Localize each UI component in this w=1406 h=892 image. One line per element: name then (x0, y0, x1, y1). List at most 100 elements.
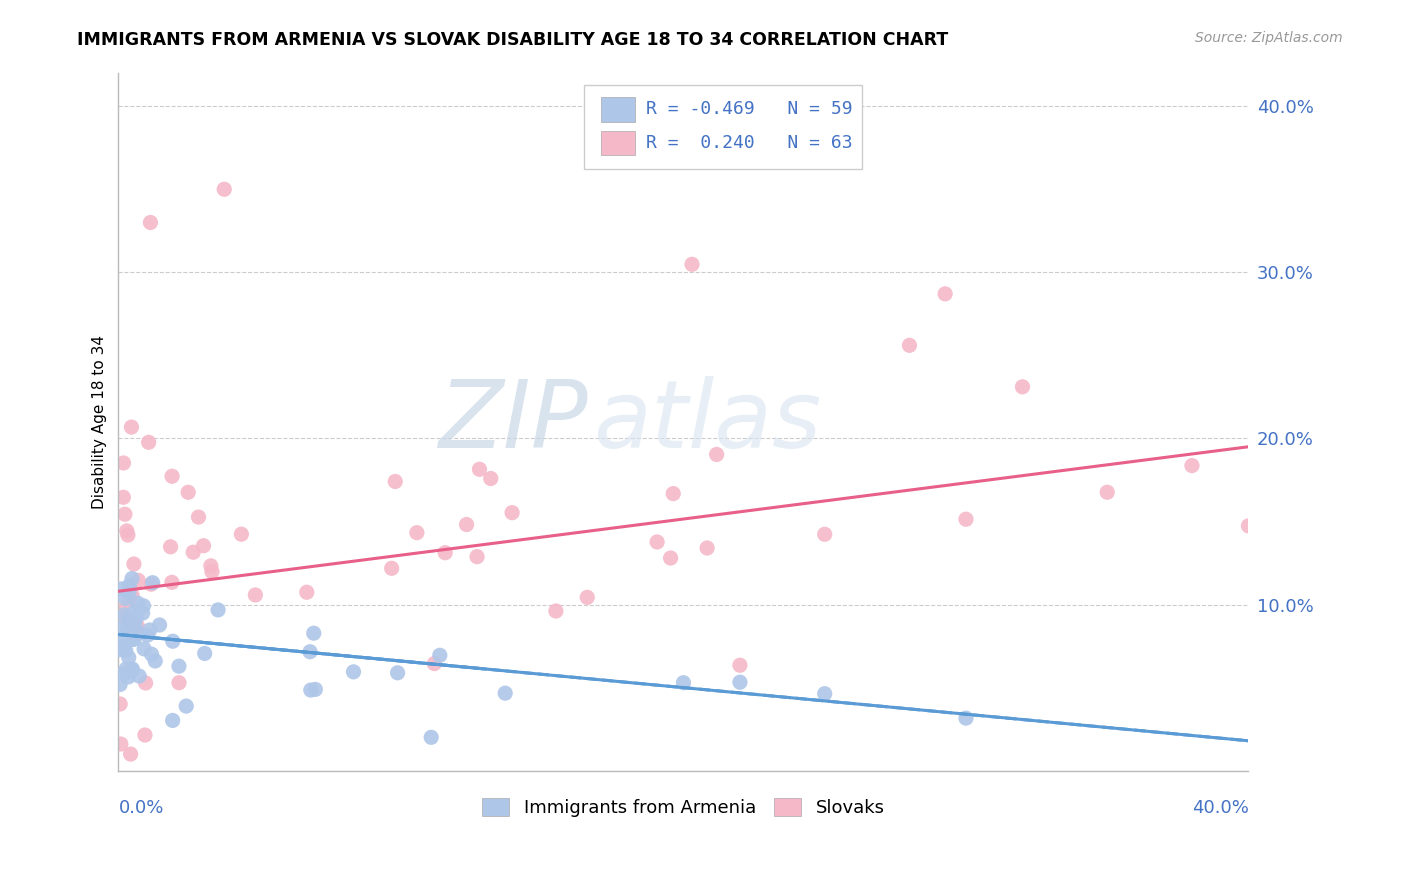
Point (111, 582, 134, 596)
FancyBboxPatch shape (600, 97, 636, 122)
Point (295, 585, 318, 599)
Point (114, 508, 136, 522)
Point (128, 669, 150, 683)
Point (465, 549, 488, 564)
Point (127, 596, 149, 610)
Point (139, 215, 162, 229)
Point (121, 588, 143, 602)
Point (645, 535, 668, 549)
FancyBboxPatch shape (583, 85, 862, 169)
Point (194, 647, 217, 661)
Text: 40.0%: 40.0% (1192, 798, 1249, 816)
Text: ZIP: ZIP (437, 376, 588, 467)
Point (117, 528, 139, 542)
Point (108, 643, 131, 657)
Point (1011, 380, 1033, 394)
Point (121, 624, 143, 638)
Point (115, 622, 138, 636)
Point (121, 611, 143, 625)
Point (207, 603, 229, 617)
Point (138, 435, 160, 450)
Point (423, 657, 446, 671)
Point (122, 632, 145, 647)
Point (167, 675, 190, 690)
Point (120, 747, 142, 761)
Point (728, 658, 751, 673)
Point (114, 591, 136, 606)
Point (131, 606, 153, 620)
Point (141, 647, 163, 661)
Point (696, 541, 718, 555)
Point (115, 524, 138, 538)
Point (681, 257, 703, 271)
Point (955, 711, 977, 725)
Point (135, 676, 157, 690)
Point (405, 525, 427, 540)
Point (384, 475, 406, 489)
Point (1095, 485, 1118, 500)
Point (814, 687, 837, 701)
Point (118, 650, 141, 665)
Point (299, 645, 322, 659)
Point (193, 539, 215, 553)
Point (177, 485, 200, 500)
Point (112, 639, 135, 653)
Point (122, 557, 145, 571)
Point (141, 577, 163, 591)
Point (659, 551, 682, 566)
Point (112, 607, 135, 622)
Point (187, 510, 209, 524)
Point (728, 675, 751, 690)
Point (125, 625, 148, 640)
Point (122, 605, 145, 619)
Text: IMMIGRANTS FROM ARMENIA VS SLOVAK DISABILITY AGE 18 TO 34 CORRELATION CHART: IMMIGRANTS FROM ARMENIA VS SLOVAK DISABI… (77, 31, 949, 49)
Point (117, 594, 139, 608)
Point (814, 527, 837, 541)
Point (108, 635, 131, 649)
Point (115, 611, 138, 625)
Point (162, 714, 184, 728)
Point (468, 462, 491, 476)
Point (118, 612, 141, 626)
Point (134, 728, 156, 742)
Point (429, 648, 451, 663)
Point (898, 338, 921, 352)
Point (110, 604, 132, 618)
Point (302, 626, 325, 640)
Point (122, 627, 145, 641)
Point (420, 731, 443, 745)
Point (159, 540, 181, 554)
Point (112, 490, 135, 504)
Point (148, 618, 170, 632)
Point (479, 471, 502, 485)
Point (955, 512, 977, 526)
Point (706, 447, 728, 461)
Point (231, 527, 253, 541)
Point (127, 574, 149, 588)
Point (1181, 458, 1204, 473)
Point (112, 666, 135, 681)
Point (672, 675, 695, 690)
Point (342, 665, 364, 679)
Point (1237, 519, 1260, 533)
Point (112, 456, 135, 470)
Point (387, 665, 409, 680)
Point (121, 664, 143, 678)
Point (121, 572, 143, 586)
Point (501, 506, 523, 520)
Point (576, 591, 599, 605)
Point (124, 618, 146, 632)
Point (114, 643, 136, 657)
FancyBboxPatch shape (600, 131, 636, 155)
Point (117, 670, 139, 684)
Point (127, 619, 149, 633)
Point (125, 610, 148, 624)
Point (122, 610, 145, 624)
Legend: Immigrants from Armenia, Slovaks: Immigrants from Armenia, Slovaks (475, 790, 891, 824)
Point (174, 699, 197, 714)
Point (115, 662, 138, 676)
Point (162, 634, 184, 648)
Y-axis label: Disability Age 18 to 34: Disability Age 18 to 34 (93, 334, 107, 508)
Point (108, 697, 131, 711)
Point (200, 558, 222, 573)
